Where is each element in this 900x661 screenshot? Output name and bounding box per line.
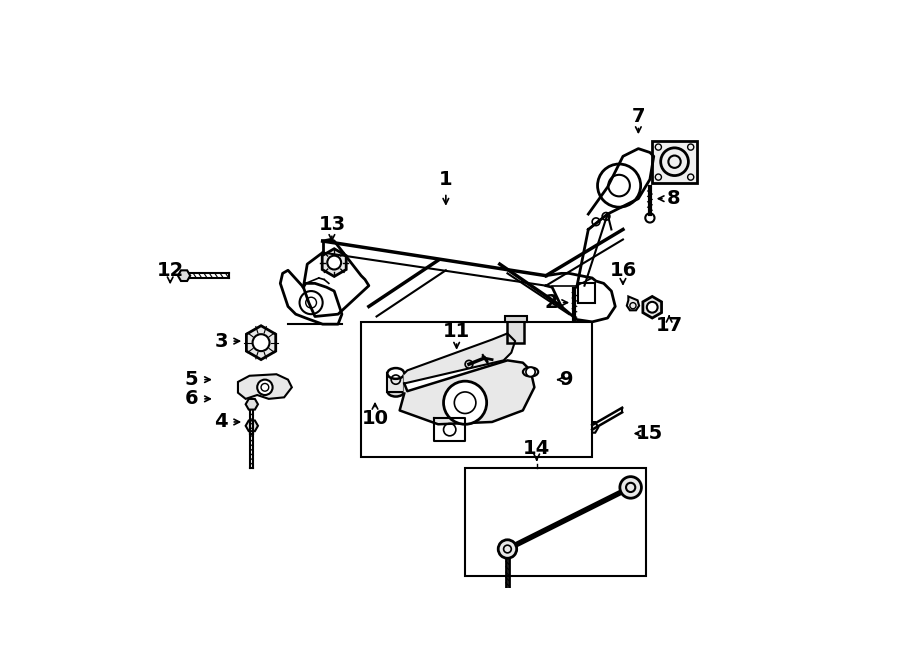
Polygon shape	[246, 420, 258, 431]
Circle shape	[257, 379, 273, 395]
Bar	[387, 373, 404, 392]
Circle shape	[253, 334, 269, 351]
Ellipse shape	[387, 386, 404, 397]
Text: 15: 15	[636, 424, 663, 443]
Circle shape	[620, 477, 642, 498]
Ellipse shape	[387, 368, 404, 379]
Circle shape	[647, 302, 658, 313]
Polygon shape	[643, 297, 662, 318]
Text: 4: 4	[214, 412, 228, 432]
Polygon shape	[246, 399, 258, 410]
Bar	[508, 319, 525, 342]
Text: 16: 16	[609, 261, 636, 280]
Text: 13: 13	[319, 215, 346, 233]
Text: 9: 9	[560, 370, 573, 389]
Text: 14: 14	[523, 440, 550, 459]
Bar	[465, 468, 646, 576]
Polygon shape	[400, 360, 535, 424]
Polygon shape	[404, 333, 515, 383]
Text: 7: 7	[632, 107, 645, 126]
Text: 5: 5	[184, 370, 199, 389]
Circle shape	[444, 381, 487, 424]
Text: 12: 12	[157, 261, 184, 280]
Polygon shape	[586, 422, 598, 433]
Polygon shape	[247, 326, 275, 360]
Text: 17: 17	[655, 316, 683, 335]
Circle shape	[465, 360, 472, 368]
Text: 2: 2	[544, 293, 558, 312]
Circle shape	[526, 368, 536, 377]
Text: 6: 6	[184, 389, 199, 408]
Bar	[505, 316, 526, 322]
Polygon shape	[238, 374, 292, 399]
Bar	[652, 141, 697, 183]
Polygon shape	[626, 297, 639, 310]
Bar	[579, 284, 595, 303]
Text: 3: 3	[214, 332, 228, 350]
Bar	[361, 322, 592, 457]
Polygon shape	[178, 270, 190, 281]
Circle shape	[499, 540, 517, 559]
Text: 1: 1	[439, 170, 453, 189]
Polygon shape	[504, 589, 511, 595]
Circle shape	[328, 256, 341, 270]
Text: 8: 8	[667, 189, 680, 208]
Ellipse shape	[523, 368, 538, 377]
Text: 11: 11	[443, 323, 471, 341]
Polygon shape	[322, 249, 346, 276]
Text: 10: 10	[362, 408, 389, 428]
